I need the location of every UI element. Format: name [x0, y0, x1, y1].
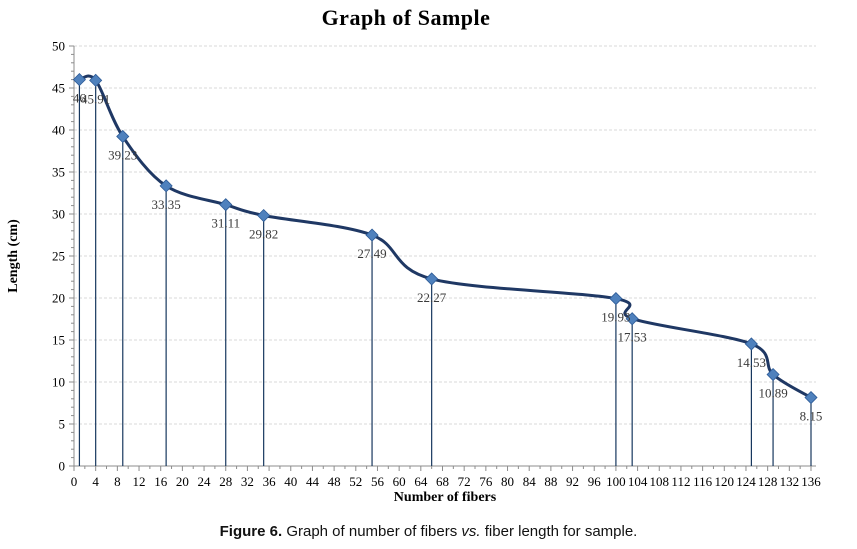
y-tick-label: 40 — [52, 123, 65, 138]
x-tick-label: 32 — [241, 474, 254, 489]
x-tick-label: 24 — [198, 474, 212, 489]
figure-caption-text1: Graph of number of fibers — [282, 523, 462, 540]
x-tick-label: 28 — [219, 474, 232, 489]
x-tick-label: 116 — [693, 474, 713, 489]
x-tick-label: 108 — [650, 474, 670, 489]
data-point-marker — [365, 228, 379, 242]
x-tick-label: 56 — [371, 474, 385, 489]
x-tick-label: 124 — [736, 474, 756, 489]
x-tick-label: 12 — [133, 474, 146, 489]
data-point-label: 46 — [73, 91, 87, 106]
data-point-label: 10.89 — [758, 386, 787, 401]
data-point-label: 27.49 — [357, 246, 386, 261]
y-tick-label: 45 — [52, 81, 65, 96]
data-point-label: 29.82 — [249, 227, 278, 242]
x-tick-label: 72 — [458, 474, 471, 489]
x-tick-label: 0 — [71, 474, 78, 489]
data-point-marker — [116, 129, 130, 144]
data-point-label: 22.27 — [417, 290, 447, 305]
x-tick-label: 100 — [606, 474, 626, 489]
figure-caption-text2: fiber length for sample. — [480, 523, 638, 540]
x-tick-label: 48 — [328, 474, 341, 489]
x-tick-label: 76 — [479, 474, 493, 489]
x-tick-label: 120 — [715, 474, 735, 489]
data-point-marker — [766, 367, 780, 382]
x-tick-label: 36 — [263, 474, 277, 489]
data-point-marker — [159, 179, 173, 193]
data-point-marker — [257, 208, 271, 223]
x-axis-title: Number of fibers — [393, 490, 497, 505]
x-tick-label: 44 — [306, 474, 320, 489]
x-tick-label: 92 — [566, 474, 579, 489]
y-tick-label: 5 — [59, 417, 66, 432]
x-tick-label: 84 — [523, 474, 537, 489]
x-tick-label: 96 — [588, 474, 602, 489]
y-tick-label: 35 — [52, 165, 65, 180]
x-tick-label: 20 — [176, 474, 189, 489]
x-tick-label: 112 — [671, 474, 690, 489]
y-tick-label: 30 — [52, 207, 65, 222]
y-tick-label: 10 — [52, 375, 65, 390]
data-point-marker — [219, 198, 233, 212]
figure-caption-label: Figure 6. — [219, 523, 283, 540]
y-tick-label: 20 — [52, 291, 65, 306]
x-tick-label: 4 — [92, 474, 99, 489]
data-point-marker — [609, 292, 623, 306]
figure-caption-vs: vs. — [461, 523, 481, 540]
data-point-label: 8.15 — [800, 409, 823, 424]
data-point-marker — [89, 73, 103, 87]
data-point-label: 19.93 — [601, 310, 630, 325]
x-tick-label: 60 — [393, 474, 406, 489]
x-tick-label: 52 — [349, 474, 362, 489]
data-point-marker — [425, 272, 439, 286]
x-tick-label: 80 — [501, 474, 514, 489]
data-point-label: 31.11 — [211, 216, 240, 231]
x-tick-label: 64 — [414, 474, 428, 489]
y-tick-label: 15 — [52, 333, 65, 348]
x-tick-label: 136 — [801, 474, 821, 489]
y-tick-label: 0 — [59, 459, 66, 474]
x-tick-label: 88 — [544, 474, 557, 489]
data-point-label: 45.91 — [81, 91, 110, 106]
data-point-marker — [72, 73, 86, 87]
x-tick-label: 16 — [154, 474, 168, 489]
x-tick-label: 128 — [758, 474, 778, 489]
x-tick-label: 8 — [114, 474, 121, 489]
figure-caption: Figure 6. Graph of number of fibers vs. … — [0, 523, 857, 540]
y-tick-label: 50 — [52, 39, 65, 54]
x-tick-label: 40 — [284, 474, 297, 489]
x-tick-label: 68 — [436, 474, 449, 489]
data-point-marker — [625, 312, 639, 326]
x-tick-label: 104 — [628, 474, 648, 489]
data-point-label: 14.53 — [737, 355, 766, 370]
data-point-label: 33.35 — [152, 197, 181, 212]
data-point-marker — [744, 337, 758, 351]
x-tick-label: 132 — [780, 474, 800, 489]
y-tick-label: 25 — [52, 249, 65, 264]
series-line — [77, 74, 813, 399]
chart-title: Graph of Sample — [321, 5, 491, 30]
y-axis-title: Length (cm) — [6, 219, 21, 293]
data-point-label: 17.53 — [618, 330, 647, 345]
data-point-marker — [804, 390, 818, 405]
data-point-label: 39.23 — [108, 147, 137, 162]
